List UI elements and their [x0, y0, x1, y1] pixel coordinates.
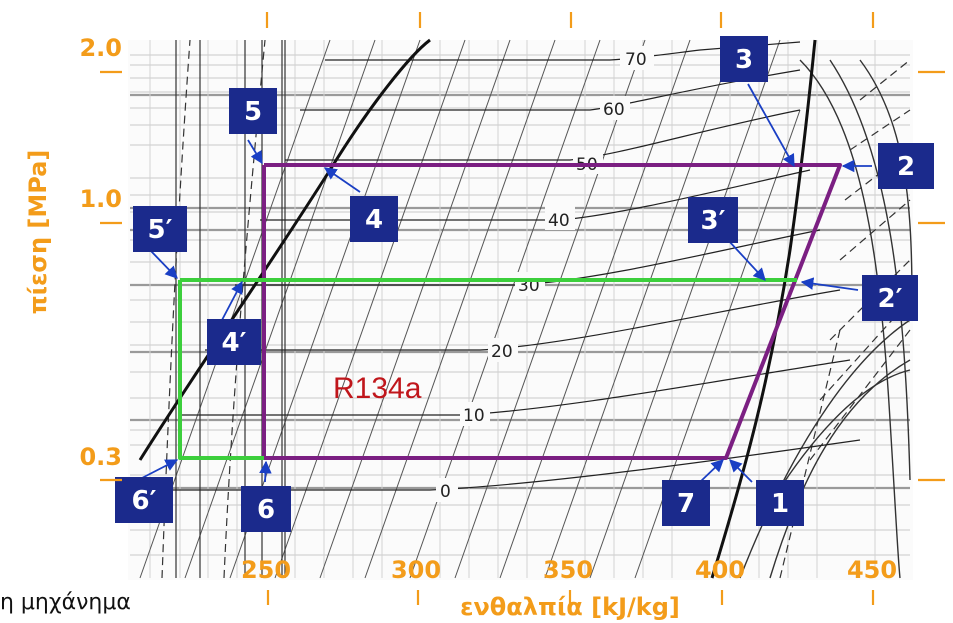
- svg-text:4′: 4′: [222, 328, 247, 358]
- y-tick-labels: 2.0 1.0 0.3: [79, 34, 122, 471]
- refrigerant-label: R134a: [333, 372, 422, 405]
- state-label-4-prime: 4′: [207, 319, 261, 365]
- svg-text:4: 4: [365, 205, 383, 235]
- isotherm-label-20: 20: [491, 342, 513, 362]
- saturation-dome: [138, 38, 817, 579]
- svg-text:5′: 5′: [148, 215, 173, 245]
- saturated-liquid-line: [138, 38, 431, 461]
- x-tick-300: 300: [391, 556, 441, 584]
- x-tick-350: 350: [543, 556, 593, 584]
- x-tick-450: 450: [847, 556, 897, 584]
- svg-text:6: 6: [257, 495, 275, 525]
- axis-tick-marks: [100, 12, 945, 605]
- state-label-6-prime: 6′: [115, 477, 173, 523]
- y-axis-label: πίεση [MPa]: [24, 150, 52, 315]
- svg-text:2: 2: [897, 152, 915, 182]
- state-label-4: 4: [350, 196, 398, 242]
- svg-text:5: 5: [244, 97, 262, 127]
- isotherm-labels: 70 60 50 40 30 20 10 0: [436, 46, 654, 502]
- svg-text:7: 7: [677, 489, 695, 519]
- state-label-2: 2: [878, 143, 934, 189]
- x-tick-labels: 250 300 350 400 450: [241, 556, 897, 584]
- state-arrows: [141, 83, 872, 483]
- isotherm-label-0: 0: [440, 482, 451, 502]
- isotherm-label-70: 70: [625, 50, 647, 70]
- svg-text:2′: 2′: [878, 284, 903, 314]
- svg-text:3′: 3′: [701, 206, 726, 236]
- cycle-high-pressure: [262, 163, 842, 460]
- svg-text:1: 1: [771, 489, 789, 519]
- state-label-3-prime: 3′: [688, 197, 738, 243]
- state-label-5-prime: 5′: [133, 206, 187, 252]
- cycle-low-pressure: [178, 278, 797, 460]
- y-tick-0-3: 0.3: [79, 443, 122, 471]
- state-label-3: 3: [720, 36, 768, 82]
- x-tick-400: 400: [695, 556, 745, 584]
- pressure-gridlines: [130, 54, 910, 556]
- isotherm-label-60: 60: [603, 100, 625, 120]
- state-label-6: 6: [241, 486, 291, 532]
- svg-text:6′: 6′: [132, 486, 157, 516]
- isotherm-label-40: 40: [548, 211, 570, 231]
- state-label-5: 5: [229, 88, 277, 134]
- caption-text: η μηχάνημα: [0, 590, 131, 615]
- isotherm-label-10: 10: [463, 406, 485, 426]
- y-tick-2-0: 2.0: [79, 34, 122, 62]
- svg-text:3: 3: [735, 45, 753, 75]
- x-tick-250: 250: [241, 556, 291, 584]
- state-label-1: 1: [756, 480, 804, 526]
- saturated-vapor-line: [710, 39, 817, 579]
- state-label-7: 7: [662, 480, 710, 526]
- state-label-2-prime: 2′: [862, 275, 918, 321]
- x-axis-label: ενθαλπία [kJ/kg]: [460, 593, 680, 621]
- y-tick-1-0: 1.0: [79, 185, 122, 213]
